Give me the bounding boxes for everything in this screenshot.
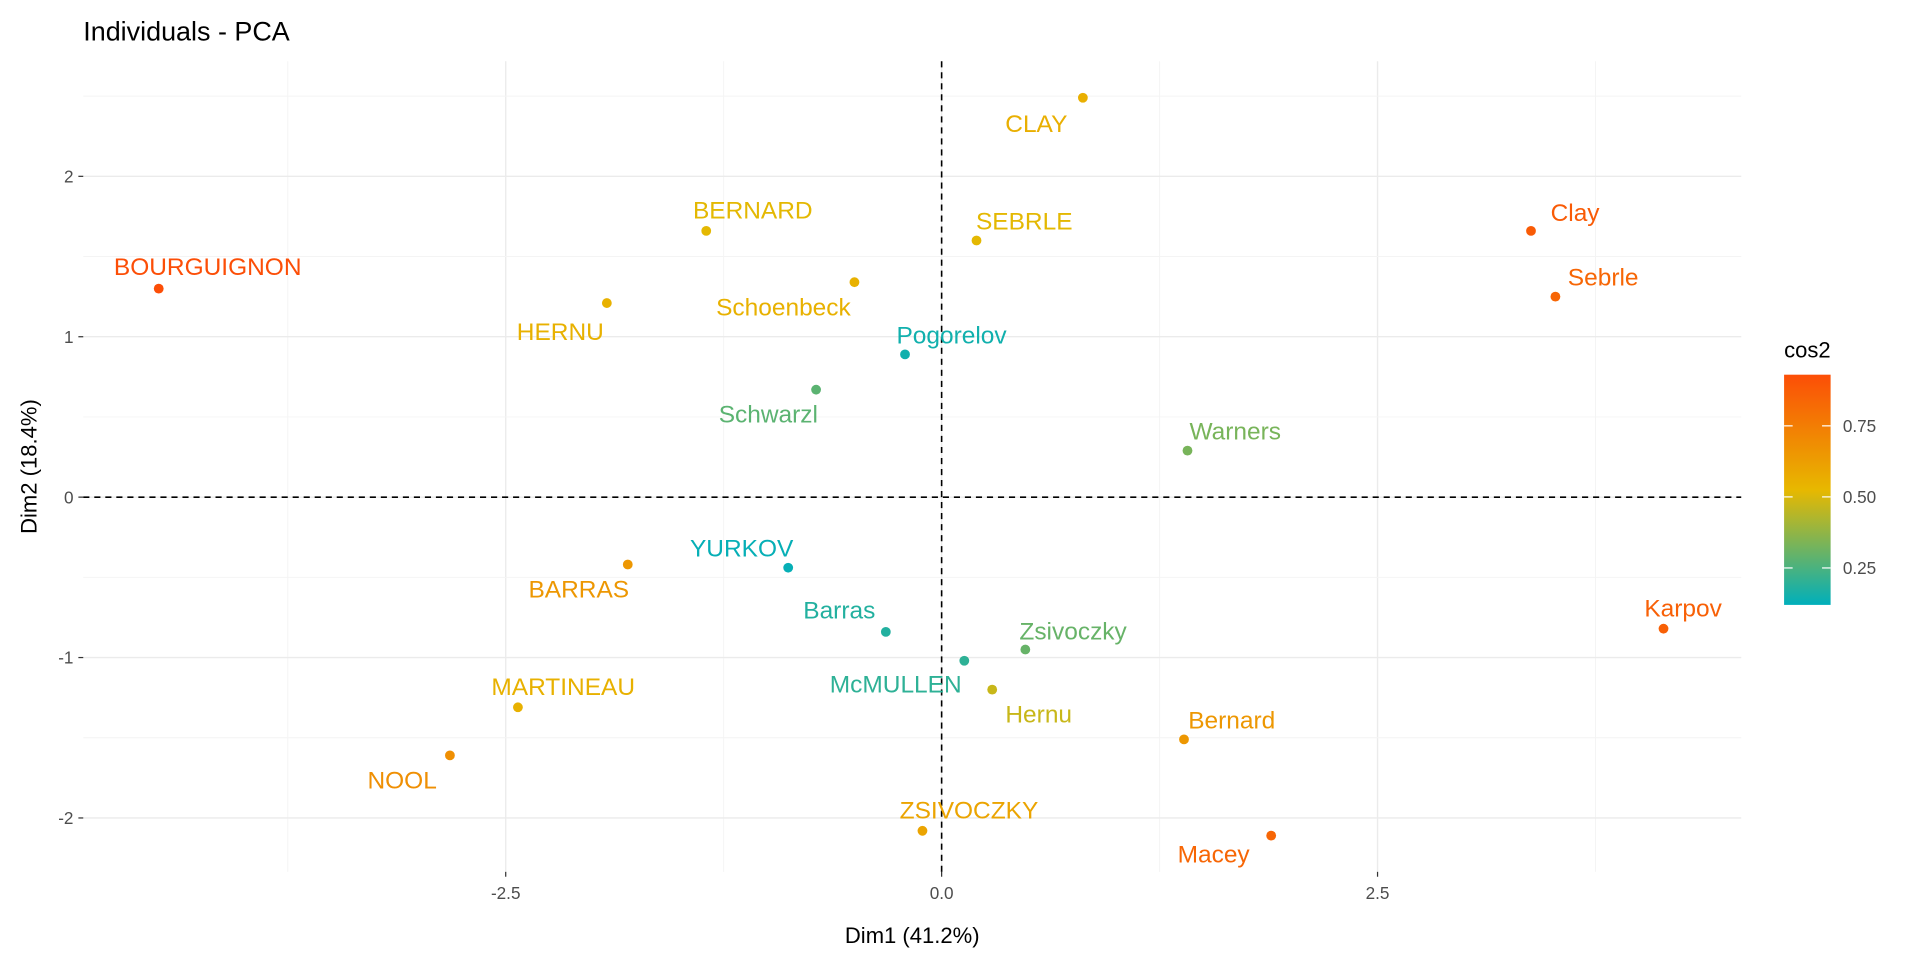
data-point xyxy=(701,225,712,236)
data-point-group: Clay xyxy=(1526,200,1600,236)
data-point xyxy=(1182,445,1193,456)
data-point-label: McMULLEN xyxy=(830,672,962,699)
data-point xyxy=(959,655,970,666)
y-tick-label: 1 xyxy=(64,327,74,347)
data-point-group: BERNARD xyxy=(693,198,813,236)
data-point xyxy=(811,384,821,395)
data-point xyxy=(1526,225,1536,236)
data-point-label: BARRAS xyxy=(528,577,629,604)
y-tick-label: -1 xyxy=(58,648,73,668)
legend-colorbar xyxy=(1784,374,1831,605)
data-point xyxy=(445,750,455,761)
data-point-label: Sebrle xyxy=(1568,265,1639,292)
data-point xyxy=(917,825,928,836)
data-point-group: NOOL xyxy=(367,750,455,794)
data-point xyxy=(513,702,523,713)
y-tick-label: 0 xyxy=(64,487,74,507)
data-point-group: Pogorelov xyxy=(896,322,1007,360)
x-tick-label: -2.5 xyxy=(491,883,521,903)
x-tick-label: 0.0 xyxy=(930,883,954,903)
data-point xyxy=(1020,644,1031,655)
y-axis-title: Dim2 (18.4%) xyxy=(17,399,42,534)
axis-ticks: -2.5 0.0 2.5 -2 -1 0 1 2 xyxy=(58,166,1389,902)
data-point xyxy=(880,626,891,637)
data-point-group: YURKOV xyxy=(690,536,794,573)
data-point-group: Bernard xyxy=(1179,707,1275,745)
data-point-label: Hernu xyxy=(1005,702,1072,729)
data-point-label: Clay xyxy=(1551,200,1601,227)
data-point-label: Macey xyxy=(1178,842,1251,869)
legend-tick-label: 0.75 xyxy=(1843,416,1876,436)
legend-tick-label: 0.50 xyxy=(1843,487,1876,507)
data-point xyxy=(987,684,998,695)
data-point xyxy=(153,283,164,294)
data-point-label: Warners xyxy=(1189,419,1281,446)
data-point xyxy=(1658,623,1669,634)
data-point xyxy=(622,559,633,570)
data-point xyxy=(900,349,910,360)
data-point-group: Sebrle xyxy=(1550,265,1639,302)
data-point-group: BARRAS xyxy=(528,559,633,604)
data-point-group: CLAY xyxy=(1005,92,1088,138)
data-point-label: Schoenbeck xyxy=(716,294,851,321)
data-point-group: Macey xyxy=(1178,830,1277,869)
data-point-label: Pogorelov xyxy=(896,322,1007,349)
data-point xyxy=(783,562,794,573)
data-point xyxy=(1266,830,1277,841)
data-point xyxy=(971,235,982,246)
data-point-group: Schoenbeck xyxy=(716,277,860,321)
data-point-group: McMULLEN xyxy=(830,655,970,699)
data-point-group: MARTINEAU xyxy=(491,674,635,713)
data-point-label: CLAY xyxy=(1005,111,1067,138)
x-axis-title: Dim1 (41.2%) xyxy=(845,923,980,948)
data-point xyxy=(1550,291,1561,302)
data-point-group: HERNU xyxy=(517,298,612,346)
y-tick-label: 2 xyxy=(64,166,74,186)
data-point-label: BOURGUIGNON xyxy=(114,254,302,281)
data-point-label: Karpov xyxy=(1644,595,1722,622)
y-tick-label: -2 xyxy=(58,808,73,828)
data-point-label: NOOL xyxy=(367,767,436,794)
data-point-label: MARTINEAU xyxy=(491,674,635,701)
data-point-group: Karpov xyxy=(1644,595,1723,634)
legend-title: cos2 xyxy=(1784,338,1831,363)
legend-tick-label: 0.25 xyxy=(1843,558,1876,578)
data-point-group: Hernu xyxy=(987,684,1072,729)
data-point-label: YURKOV xyxy=(690,536,794,563)
data-point xyxy=(849,277,860,288)
points-layer: BOURGUIGNON HERNU BERNARD Schoenbeck CLAY SEB… xyxy=(114,92,1723,869)
data-point-group: Barras xyxy=(803,597,891,637)
data-point-group: ZSIVOCZKY xyxy=(900,798,1039,836)
legend: cos2 0.25 0.50 0.75 xyxy=(1784,338,1876,605)
data-point-label: Zsivoczky xyxy=(1019,619,1127,646)
data-point-label: SEBRLE xyxy=(976,208,1073,235)
data-point-label: Schwarzl xyxy=(719,402,818,429)
data-point-group: Warners xyxy=(1182,419,1281,456)
x-tick-label: 2.5 xyxy=(1366,883,1390,903)
data-point-label: ZSIVOCZKY xyxy=(900,798,1039,825)
data-point-group: SEBRLE xyxy=(971,208,1073,246)
data-point-group: BOURGUIGNON xyxy=(114,254,302,294)
data-point xyxy=(1179,734,1189,745)
grid xyxy=(83,61,1742,872)
data-point-label: HERNU xyxy=(517,319,604,346)
data-point xyxy=(1077,92,1088,103)
data-point-label: Barras xyxy=(803,597,875,624)
data-point-label: BERNARD xyxy=(693,198,813,225)
data-point-label: Bernard xyxy=(1188,707,1275,734)
data-point xyxy=(601,298,612,308)
chart-title: Individuals - PCA xyxy=(83,16,290,46)
reference-lines xyxy=(83,61,1742,872)
data-point-group: Zsivoczky xyxy=(1019,619,1128,655)
data-point-group: Schwarzl xyxy=(719,384,821,429)
